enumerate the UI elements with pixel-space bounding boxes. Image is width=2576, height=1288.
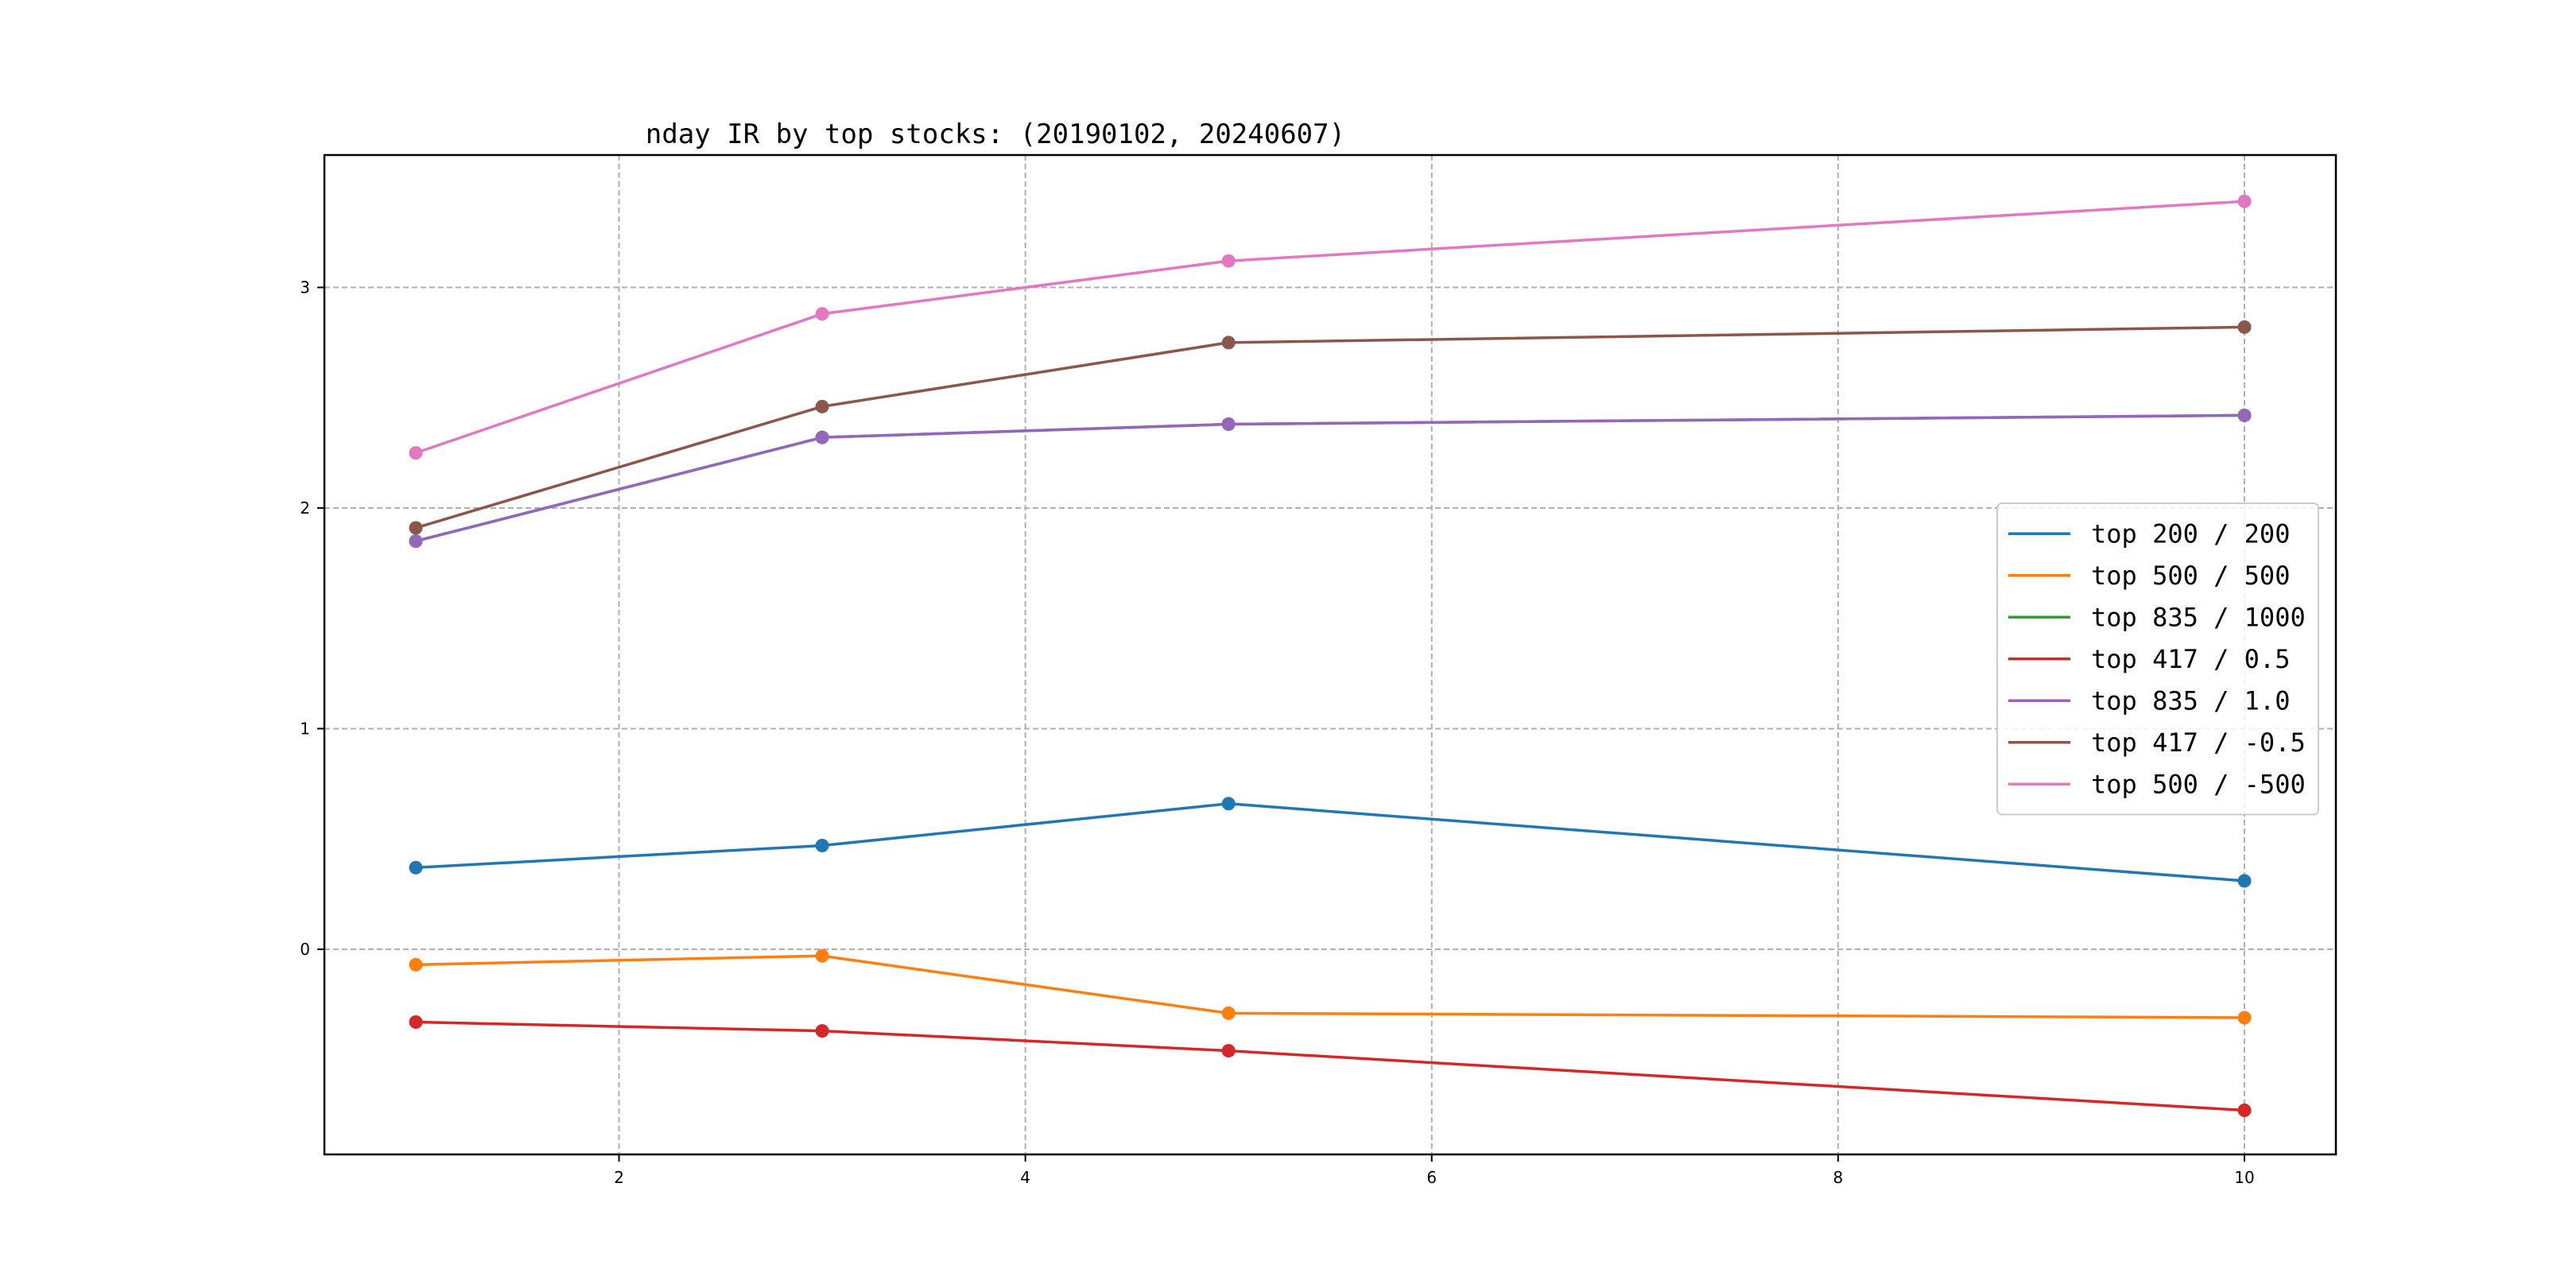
chart-title: nday IR by top stocks: (20190102, 202406… [646, 118, 1345, 150]
data-point [2237, 320, 2252, 334]
x-tick-label: 6 [1426, 1168, 1437, 1187]
data-point [409, 957, 423, 972]
x-tick-label: 10 [2234, 1168, 2254, 1187]
series-3 [409, 1015, 2252, 1118]
data-point [409, 446, 423, 460]
series-1 [409, 949, 2252, 1025]
plot-frame [323, 153, 2337, 1156]
legend: top 200 / 200 top 500 / 500 top 835 / 1000… [1996, 502, 2319, 816]
y-tick-label: 0 [300, 940, 310, 959]
y-tick-label: 3 [300, 277, 310, 297]
data-point [815, 949, 829, 963]
y-tick-label: 2 [300, 499, 310, 518]
series-line [415, 954, 2245, 1019]
series-lines [409, 194, 2252, 1118]
data-point [815, 1024, 829, 1038]
data-point [1221, 1044, 1236, 1058]
data-point [409, 1015, 423, 1030]
data-point [409, 521, 423, 535]
legend-label: top 835 / 1.0 [2091, 685, 2290, 716]
y-tick-label: 1 [300, 719, 310, 738]
data-point [1221, 417, 1236, 432]
legend-label: top 500 / -500 [2091, 769, 2306, 799]
data-point [1221, 336, 1236, 350]
x-tick-label: 4 [1020, 1168, 1030, 1187]
data-point [1221, 1006, 1236, 1020]
data-point [2237, 408, 2252, 422]
data-point [2237, 1104, 2252, 1118]
axis-ticks: 2 4 6 8 10 0 1 2 3 [300, 277, 2254, 1187]
series-line [415, 802, 2245, 883]
series-line [415, 200, 2245, 455]
data-point [815, 839, 829, 853]
legend-label: top 500 / 500 [2091, 561, 2290, 591]
legend-label: top 200 / 200 [2091, 518, 2290, 549]
data-point [409, 860, 423, 875]
data-point [815, 430, 829, 444]
series-line [415, 325, 2245, 530]
legend-label: top 417 / 0.5 [2091, 644, 2290, 674]
data-point [1221, 797, 1236, 811]
data-point [1221, 254, 1236, 268]
x-tick-label: 2 [614, 1168, 624, 1187]
series-6 [409, 194, 2252, 460]
x-tick-label: 8 [1833, 1168, 1844, 1187]
series-0 [409, 797, 2252, 888]
series-5 [409, 320, 2252, 535]
series-line [415, 1020, 2245, 1112]
data-point [2237, 874, 2252, 888]
series-4 [409, 408, 2252, 549]
legend-label: top 835 / 1000 [2091, 602, 2306, 632]
series-line [415, 413, 2245, 543]
series-line [415, 413, 2245, 543]
legend-box [1996, 502, 2319, 816]
data-point [815, 307, 829, 321]
legend-label: top 417 / -0.5 [2091, 727, 2306, 758]
series-2 [409, 408, 2252, 549]
data-point [2237, 194, 2252, 208]
data-point [815, 399, 829, 413]
data-point [409, 534, 423, 549]
data-point [2237, 1011, 2252, 1025]
